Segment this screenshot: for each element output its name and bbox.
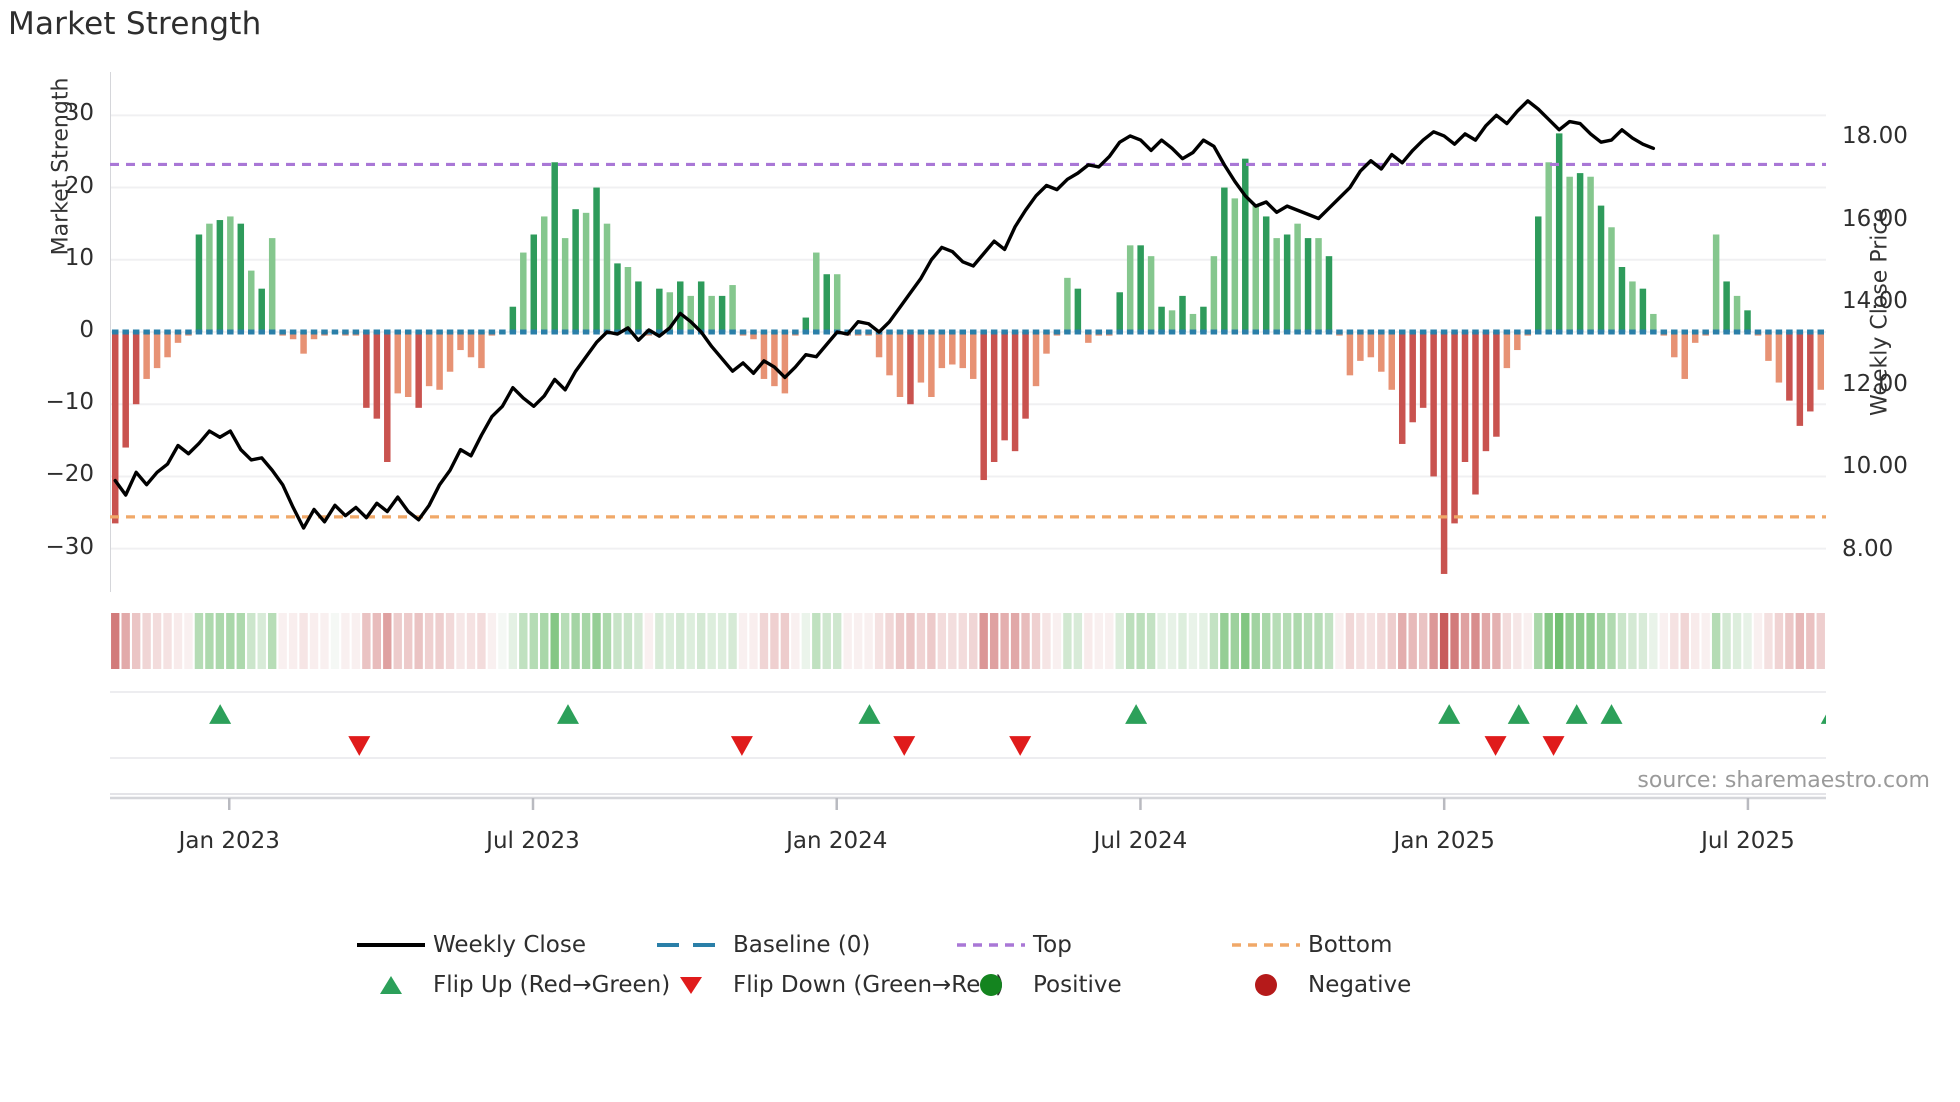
legend-label: Flip Down (Green→Red) [733, 972, 1004, 998]
chart-legend: Weekly Close Baseline (0) Top Bottom Flip U… [355, 925, 1615, 1005]
legend-positive[interactable]: Positive [955, 965, 1230, 1005]
legend-label: Negative [1308, 972, 1412, 998]
legend-baseline[interactable]: Baseline (0) [655, 925, 955, 965]
circle-icon [1230, 971, 1302, 999]
legend-label: Positive [1033, 972, 1122, 998]
solid-line-icon [355, 931, 427, 959]
y-axis-right-tick: 14.00 [1842, 288, 1908, 315]
y-axis-left-tick: −10 [45, 389, 94, 416]
y-axis-left-tick: −20 [45, 461, 94, 488]
main-plot-area [110, 72, 1826, 592]
x-axis-tick-label: Jul 2024 [1093, 828, 1188, 854]
y-axis-left-tick: 10 [64, 244, 94, 271]
legend-weekly-close[interactable]: Weekly Close [355, 925, 655, 965]
legend-label: Top [1033, 932, 1072, 958]
y-axis-right-tick: 16.00 [1842, 205, 1908, 232]
y-axis-right-tick: 10.00 [1842, 453, 1908, 480]
legend-label: Weekly Close [433, 932, 586, 958]
triangle-up-icon [355, 971, 427, 999]
y-axis-left-tick: 30 [64, 100, 94, 127]
x-axis-svg [110, 796, 1826, 810]
y-axis-right-tick: 8.00 [1842, 535, 1894, 562]
dotted-line-icon [1230, 931, 1302, 959]
page-title: Market Strength [8, 6, 262, 42]
strength-heatmap-strip [110, 613, 1826, 669]
legend-top[interactable]: Top [955, 925, 1230, 965]
dashed-line-icon [655, 931, 727, 959]
main-chart-svg [110, 72, 1826, 592]
triangle-down-icon [655, 971, 727, 999]
legend-flip-down[interactable]: Flip Down (Green→Red) [655, 965, 1004, 1005]
dotted-line-icon [955, 931, 1027, 959]
legend-negative[interactable]: Negative [1230, 965, 1411, 1005]
x-axis-tick-label: Jan 2025 [1393, 828, 1495, 854]
legend-label: Bottom [1308, 932, 1393, 958]
x-axis-tick-label: Jul 2025 [1701, 828, 1795, 854]
y-axis-right-tick: 18.00 [1842, 123, 1908, 150]
heatmap-svg [111, 613, 1825, 669]
legend-label: Baseline (0) [733, 932, 871, 958]
legend-row-1: Weekly Close Baseline (0) Top Bottom [355, 925, 1615, 965]
y-axis-left-tick: 20 [64, 172, 94, 199]
circle-icon [955, 971, 1027, 999]
legend-bottom[interactable]: Bottom [1230, 925, 1392, 965]
flip-marker-panel [110, 690, 1826, 800]
flip-marker-svg [110, 691, 1826, 795]
legend-label: Flip Up (Red→Green) [433, 972, 671, 998]
x-axis-tick-label: Jan 2024 [786, 828, 888, 854]
x-axis-tick-label: Jul 2023 [486, 828, 580, 854]
y-axis-left-tick: 0 [79, 317, 94, 343]
legend-flip-up[interactable]: Flip Up (Red→Green) [355, 965, 670, 1005]
legend-row-2: Flip Up (Red→Green) Flip Down (Green→Red)… [355, 965, 1615, 1005]
x-axis: Jan 2023 Jul 2023 Jan 2024 Jul 2024 Jan 2025… [110, 796, 1826, 876]
source-credit: source: sharemaestro.com [1637, 768, 1930, 793]
y-axis-left-tick: −30 [45, 533, 94, 560]
y-axis-right-tick: 12.00 [1842, 370, 1908, 397]
x-axis-tick-label: Jan 2023 [178, 828, 280, 854]
